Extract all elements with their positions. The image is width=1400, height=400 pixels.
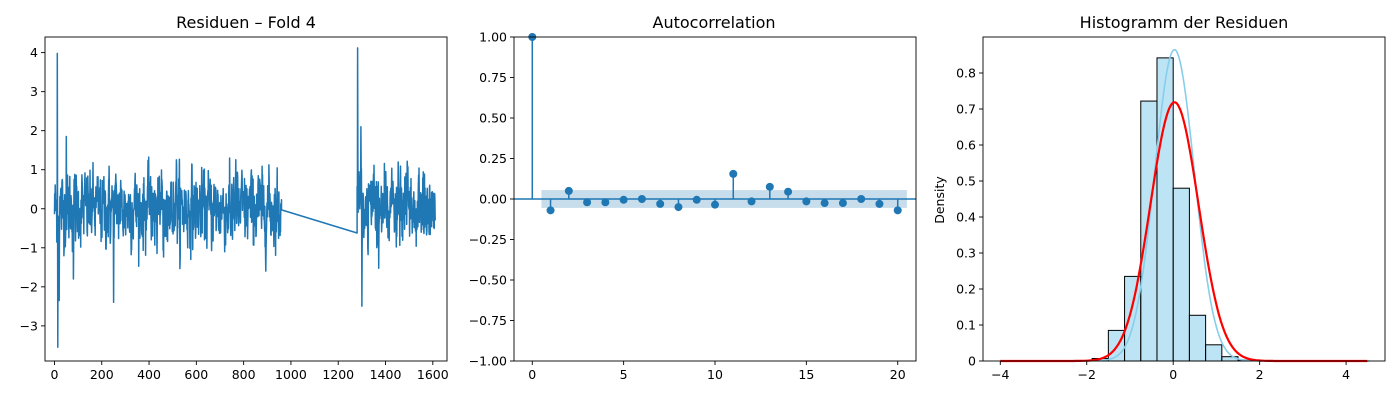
y-tick-label: 0.00 <box>479 192 507 207</box>
y-tick-label: 0.4 <box>956 210 976 225</box>
autocorrelation-title: Autocorrelation <box>653 13 776 32</box>
acf-marker <box>729 169 738 178</box>
acf-marker <box>656 199 665 208</box>
y-tick-label: −3 <box>20 318 38 333</box>
x-tick-label: 0 <box>528 367 536 382</box>
histogram-axes-frame <box>982 36 1386 362</box>
acf-marker <box>619 195 628 204</box>
autocorrelation-plot-area <box>514 33 916 215</box>
residuals-plot-area <box>53 47 436 349</box>
x-tick-label: 15 <box>798 367 814 382</box>
acf-marker <box>546 206 555 215</box>
histogram-bar <box>1156 57 1174 362</box>
acf-marker <box>564 186 573 195</box>
residuals-title: Residuen – Fold 4 <box>176 13 316 32</box>
acf-marker <box>583 198 592 207</box>
y-tick-label: 0.25 <box>479 151 507 166</box>
y-tick-label: −2 <box>20 279 38 294</box>
y-tick-label: −0.50 <box>469 273 507 288</box>
histogram-ylabel: Density <box>932 176 947 224</box>
y-tick-label: 0.50 <box>479 111 507 126</box>
acf-marker <box>893 206 902 215</box>
y-tick-label: 0.5 <box>956 174 976 189</box>
residuals-axes-frame <box>44 36 448 362</box>
x-tick-label: 600 <box>184 367 208 382</box>
histogram-y-axis: 0 0.1 0.2 0.3 0.4 0.5 0.6 0.7 0.8 <box>956 66 983 369</box>
autocorrelation-x-axis: 0 5 10 15 20 <box>528 361 906 382</box>
x-tick-label: 0 <box>1169 367 1177 382</box>
autocorrelation-axes-frame <box>513 36 917 362</box>
y-tick-label: 1.00 <box>479 30 507 45</box>
x-tick-label: 20 <box>890 367 906 382</box>
y-tick-label: 1 <box>30 162 38 177</box>
residuals-y-axis: −3 −2 −1 0 1 2 3 4 <box>20 45 45 333</box>
y-tick-label: 0.75 <box>479 70 507 85</box>
x-tick-label: −4 <box>991 367 1009 382</box>
y-tick-label: 0.6 <box>956 138 976 153</box>
acf-marker <box>857 195 866 203</box>
x-tick-label: 800 <box>232 367 256 382</box>
residuals-x-axis: 0 200 400 600 800 1000 1200 1400 1600 <box>50 361 449 382</box>
x-tick-label: 1200 <box>322 367 354 382</box>
x-tick-label: 1600 <box>417 367 449 382</box>
y-tick-label: −1.00 <box>469 354 507 369</box>
acf-marker <box>637 195 646 203</box>
y-tick-label: −1 <box>20 240 38 255</box>
x-tick-label: 4 <box>1342 367 1350 382</box>
x-tick-label: −2 <box>1078 367 1096 382</box>
x-tick-label: 0 <box>50 367 58 382</box>
acf-marker <box>875 199 884 208</box>
x-tick-label: 2 <box>1256 367 1264 382</box>
histogram-panel: Histogramm der Residuen Density −4 −2 0 2 4 … <box>932 13 1386 382</box>
acf-marker <box>692 195 701 204</box>
y-tick-label: 2 <box>30 123 38 138</box>
x-tick-label: 1000 <box>275 367 307 382</box>
histogram-bar <box>1188 314 1207 362</box>
y-tick-label: 0.1 <box>956 318 976 333</box>
histogram-x-axis: −4 −2 0 2 4 <box>991 361 1350 382</box>
y-tick-label: 0.7 <box>956 102 976 117</box>
acf-marker <box>674 203 683 212</box>
residuals-panel: Residuen – Fold 4 0 200 400 600 800 1000 1200 1… <box>20 13 449 382</box>
y-tick-label: 0 <box>968 354 976 369</box>
acf-marker <box>838 199 847 208</box>
acf-marker <box>765 182 774 191</box>
residual-series-line <box>53 47 436 349</box>
y-tick-label: −0.25 <box>469 232 507 247</box>
y-tick-label: 0.2 <box>956 282 976 297</box>
x-tick-label: 400 <box>137 367 161 382</box>
y-tick-label: 0.8 <box>956 66 976 81</box>
histogram-title: Histogramm der Residuen <box>1080 13 1289 32</box>
y-tick-label: 3 <box>30 84 38 99</box>
histogram-bar <box>1205 344 1223 362</box>
acf-marker <box>802 197 811 206</box>
x-tick-label: 1400 <box>370 367 402 382</box>
acf-marker <box>711 200 719 209</box>
acf-marker <box>820 199 829 208</box>
y-tick-label: 0.3 <box>956 246 976 261</box>
autocorrelation-panel: Autocorrelation 0 5 10 15 20 −1.00 −0.75 −0.50… <box>469 13 917 382</box>
autocorrelation-y-axis: −1.00 −0.75 −0.50 −0.25 0.00 0.25 0.50 0.75 1.00 <box>469 30 514 369</box>
acf-marker <box>601 198 610 207</box>
x-tick-label: 5 <box>620 367 628 382</box>
acf-marker <box>784 187 793 196</box>
y-tick-label: 4 <box>30 45 38 60</box>
histogram-bar <box>1172 187 1190 362</box>
y-tick-label: −0.75 <box>469 313 507 328</box>
x-tick-label: 10 <box>707 367 723 382</box>
x-tick-label: 200 <box>90 367 114 382</box>
histogram-bar <box>1124 275 1142 362</box>
acf-marker <box>747 197 756 206</box>
y-tick-label: 0 <box>30 201 38 216</box>
